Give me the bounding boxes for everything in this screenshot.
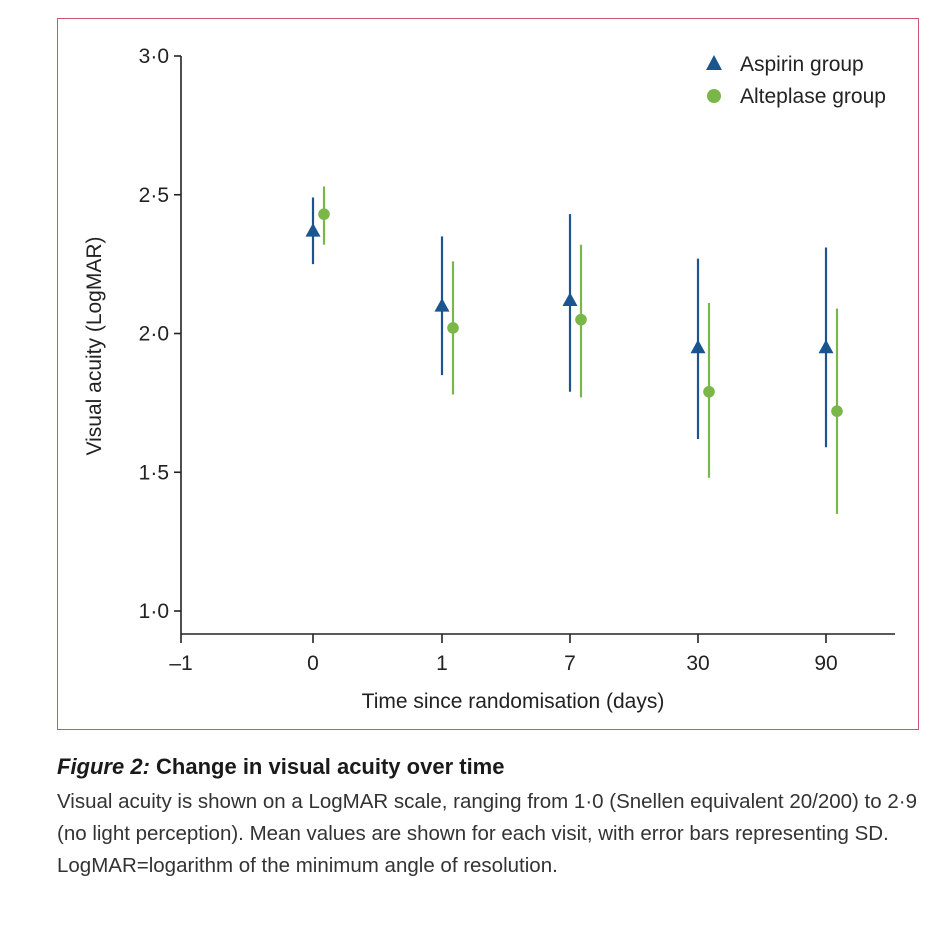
circle-marker (703, 385, 715, 398)
y-tick-label: 2·5 (139, 184, 169, 207)
legend-label: Alteplase group (740, 85, 886, 108)
chart-axes: 1·0 1·5 2·0 2·5 3·0 –1 0 1 7 30 90 (139, 45, 895, 675)
legend-triangle-icon (706, 55, 722, 70)
triangle-marker (818, 339, 834, 354)
circle-marker (575, 313, 587, 326)
legend-label: Aspirin group (740, 53, 864, 76)
figure-caption: Figure 2: Change in visual acuity over t… (57, 754, 927, 882)
series-aspirin (305, 197, 834, 448)
circle-marker (318, 208, 330, 220)
chart-series (305, 186, 843, 514)
y-axis-title: Visual acuity (LogMAR) (83, 236, 106, 455)
x-tick-label: 30 (686, 652, 709, 675)
x-tick-label: 7 (564, 652, 576, 675)
triangle-marker (305, 223, 321, 237)
y-tick-label: 1·5 (139, 461, 169, 484)
x-tick-label: 90 (814, 652, 837, 675)
y-tick-label: 2·0 (139, 323, 169, 346)
figure-frame (57, 18, 919, 730)
caption-title-text: Change in visual acuity over time (156, 754, 505, 779)
series-alteplase (318, 186, 843, 514)
triangle-marker (434, 297, 450, 312)
caption-body: Visual acuity is shown on a LogMAR scale… (57, 790, 917, 877)
caption-title: Figure 2: Change in visual acuity over t… (57, 754, 927, 780)
caption-figure-label: Figure 2: (57, 754, 150, 779)
triangle-marker (690, 339, 706, 354)
visual-acuity-chart: 1·0 1·5 2·0 2·5 3·0 –1 0 1 7 30 90 Aspirin group Al… (83, 45, 895, 713)
x-tick-label: 1 (436, 652, 448, 675)
chart-legend: Aspirin group Alteplase group (706, 53, 886, 108)
circle-marker (447, 322, 459, 334)
triangle-marker (562, 292, 578, 307)
x-tick-label: 0 (307, 652, 319, 675)
x-axis-title: Time since randomisation (days) (362, 690, 665, 713)
y-tick-label: 3·0 (139, 45, 169, 68)
circle-marker (831, 405, 843, 418)
legend-circle-icon (707, 89, 721, 103)
y-tick-label: 1·0 (139, 600, 169, 623)
x-tick-label: –1 (169, 652, 192, 675)
